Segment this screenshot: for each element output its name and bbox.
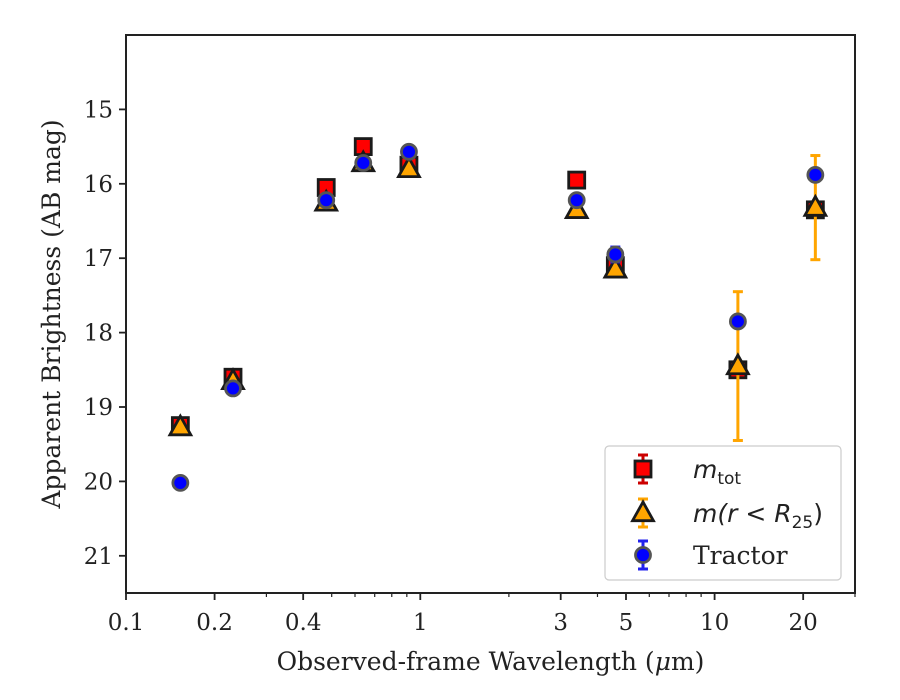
- legend-marker-mtot: [633, 453, 653, 485]
- point-tractor: [400, 142, 418, 161]
- x-tick-label: 0.1: [108, 610, 145, 636]
- point-tractor: [171, 473, 190, 492]
- legend-label-mtot: mtot: [693, 455, 741, 489]
- y-axis-label: Apparent Brightness (AB mag): [37, 119, 66, 509]
- x-tick-label: 10: [700, 610, 729, 636]
- point-tractor: [224, 379, 242, 398]
- ticks-layer: 0.1 0.2 0.4 1 3 5 10 20 15 16 17 18 19 20 21: [84, 97, 856, 636]
- legend-label-tractor: Tractor: [693, 541, 788, 570]
- legend-symbol-mtot: [633, 459, 653, 479]
- legend-marker-mr25: [630, 497, 656, 529]
- point-mr25: [725, 352, 751, 376]
- point-mr25: [602, 255, 629, 279]
- point-mr25: [167, 413, 194, 437]
- x-tick-label: 3: [553, 610, 568, 636]
- series-tractor: [171, 142, 825, 492]
- series-mtot: [170, 137, 825, 436]
- legend-label-mtot-sub: tot: [717, 469, 741, 489]
- y-tick-label: 17: [84, 246, 113, 272]
- point-tractor: [567, 191, 586, 210]
- y-tick-label: 15: [84, 97, 113, 123]
- legend-label-mtot-main: m: [693, 455, 717, 484]
- plot-frame: [125, 34, 856, 594]
- x-axis-label: Observed-frame Wavelength (μm): [277, 647, 705, 676]
- legend: mtot m(r < R25) Tractor: [604, 445, 842, 581]
- point-tractor: [728, 312, 747, 331]
- legend-label-mr25-sub: 25: [792, 513, 814, 533]
- x-tick-label: 5: [619, 610, 634, 636]
- x-axis-label-mu: μ: [655, 647, 671, 676]
- legend-symbol-tractor: [634, 546, 652, 564]
- legend-marker-tractor: [634, 539, 652, 571]
- x-tick-label: 1: [413, 610, 428, 636]
- x-tick-label: 0.2: [196, 610, 233, 636]
- point-tractor: [806, 165, 825, 184]
- legend-symbol-mr25: [630, 499, 656, 523]
- point-mtot: [567, 170, 587, 190]
- x-axis-label-tail: m): [671, 647, 704, 676]
- point-tractor: [317, 191, 336, 210]
- y-tick-label: 18: [84, 321, 113, 347]
- y-tick-label: 21: [84, 544, 113, 570]
- y-tick-label: 19: [84, 395, 113, 421]
- x-tick-label: 0.4: [285, 610, 322, 636]
- legend-label-mr25-main: m(r < R: [693, 499, 792, 528]
- point-mr25: [802, 193, 829, 217]
- legend-box: [604, 445, 842, 581]
- x-tick-label: 20: [789, 610, 818, 636]
- point-mr25: [396, 155, 422, 179]
- point-tractor: [354, 154, 373, 172]
- x-axis-label-main: Observed-frame Wavelength (: [277, 647, 655, 676]
- y-tick-label: 16: [84, 172, 113, 198]
- legend-label-mr25: m(r < R25): [693, 499, 823, 533]
- y-tick-label: 20: [84, 469, 113, 495]
- point-tractor: [606, 245, 625, 264]
- series-mr25: [167, 149, 829, 442]
- points-layer: [167, 137, 829, 492]
- legend-label-mr25-tail: ): [813, 499, 823, 528]
